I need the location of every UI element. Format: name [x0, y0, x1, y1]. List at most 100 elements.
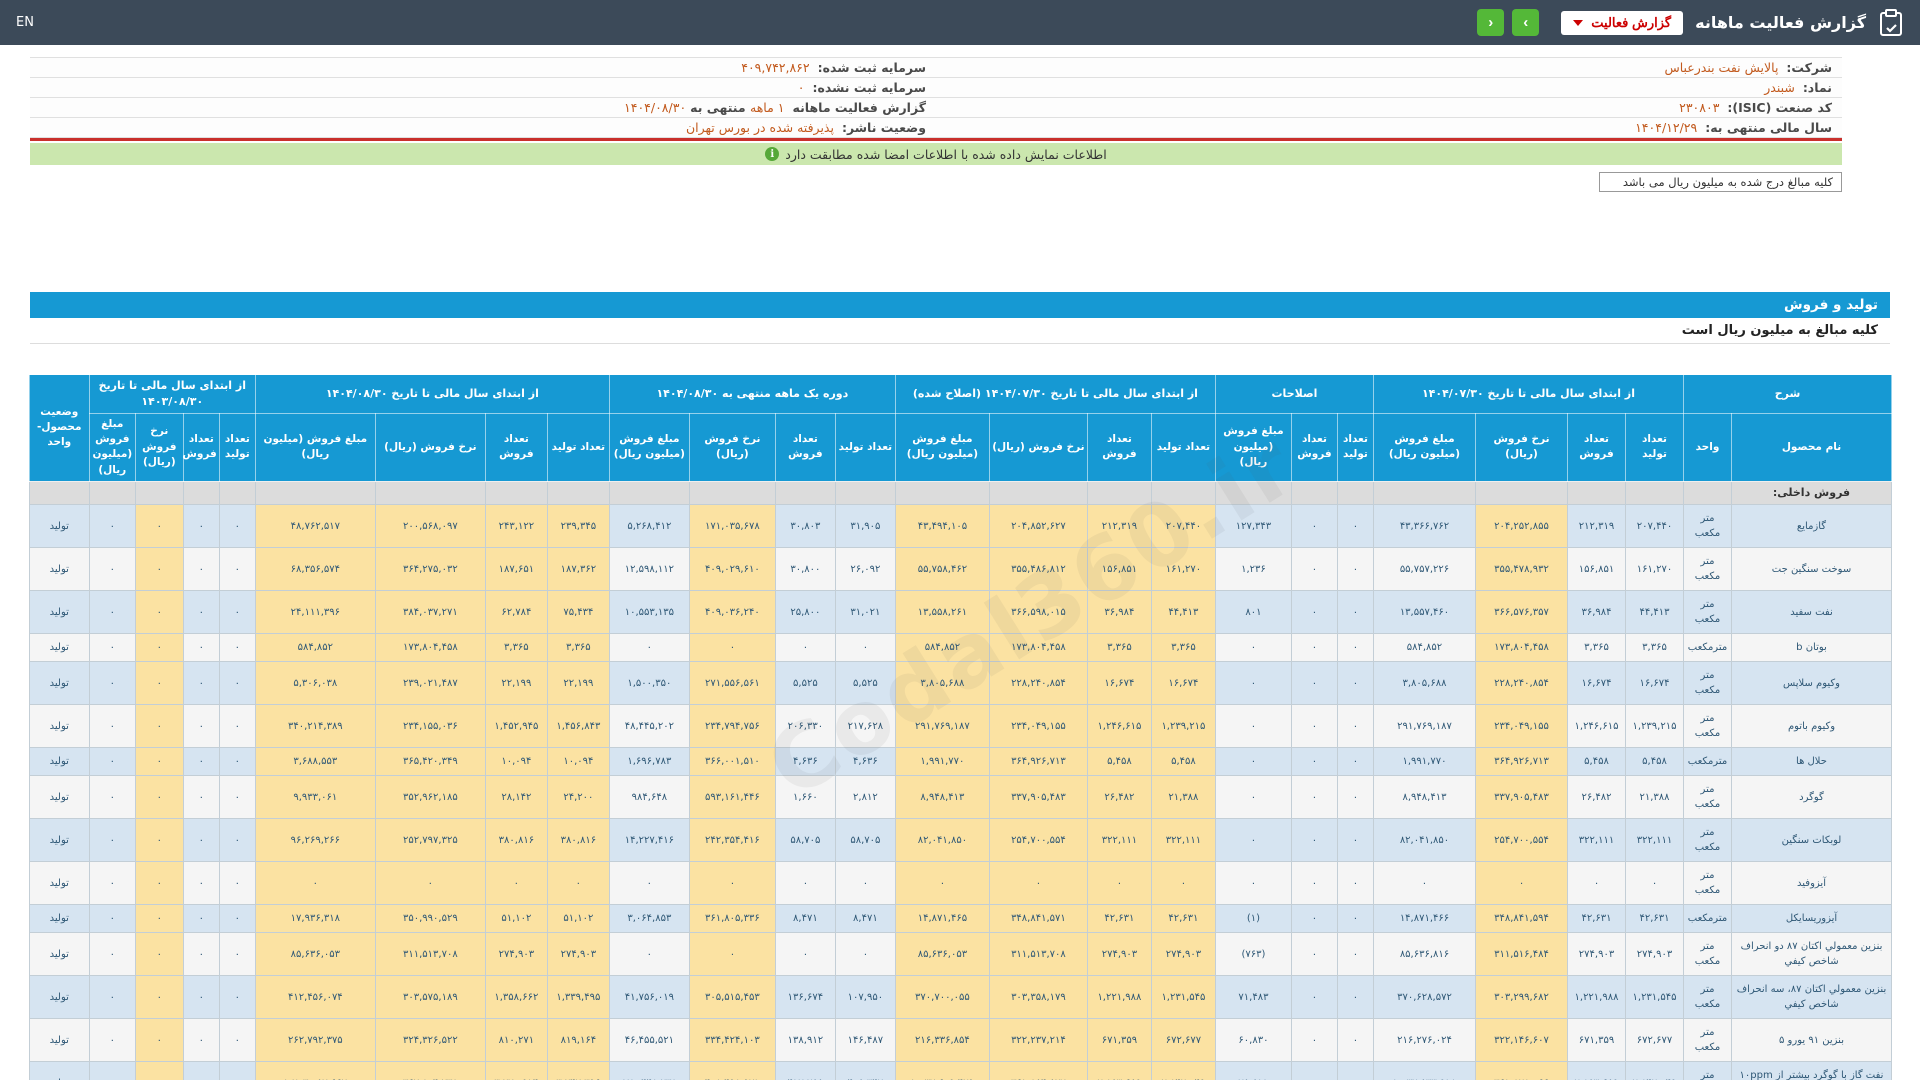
value-cell: ۳۶۶,۰۰۱,۵۱۰ — [689, 748, 775, 776]
table-row: آیزوفیدمتر مکعب۰۰۰۰۰۰۰۰۰۰۰۰۰۰۰۰۰۰۰۰۰۰۰تو… — [29, 862, 1891, 905]
value-cell: ۱,۲۳۹,۲۱۵ — [1151, 705, 1215, 748]
info-cell: سال مالی منتهی به: ۱۴۰۴/۱۲/۲۹ — [936, 118, 1842, 138]
unit-cell: متر مکعب — [1684, 1019, 1732, 1062]
nav-prev-button[interactable]: ‹ — [1477, 9, 1504, 36]
value-cell: ۲۴۳,۱۲۲ — [485, 505, 547, 548]
value-cell: ۱۷,۹۳۶,۳۱۸ — [255, 905, 375, 933]
value-cell: ۰ — [183, 1062, 219, 1080]
value-cell: ۳,۳۶۵ — [1087, 634, 1151, 662]
unit-cell: متر مکعب — [1684, 548, 1732, 591]
info-value: پذیرفته شده در بورس تهران — [686, 120, 842, 135]
section-row-cell — [485, 481, 547, 505]
table-row: گازمایعمتر مکعب۲۰۷,۴۴۰۲۱۲,۳۱۹۲۰۴,۲۵۲,۸۵۵… — [29, 505, 1891, 548]
value-cell: ۵۸۴,۸۵۲ — [255, 634, 375, 662]
value-cell: ۰ — [219, 819, 255, 862]
value-cell: (۱) — [1215, 905, 1291, 933]
value-cell: ۳۰۵,۵۱۵,۴۵۳ — [689, 976, 775, 1019]
value-cell: ۱۲,۵۹۸,۱۱۲ — [609, 548, 689, 591]
section-row-cell — [547, 481, 609, 505]
value-cell: ۰ — [183, 591, 219, 634]
status-cell: تولید — [29, 748, 89, 776]
product-name-cell: بنزین ۹۱ یورو ۵ — [1732, 1019, 1892, 1062]
value-cell: ۰ — [1215, 748, 1291, 776]
value-cell: ۱,۹۹۱,۷۷۰ — [895, 748, 989, 776]
value-cell: ۴۱,۷۵۶,۰۱۹ — [609, 976, 689, 1019]
value-cell: ۴,۶۳۶ — [775, 748, 835, 776]
value-cell: ۳۸۰,۸۱۶ — [485, 819, 547, 862]
value-cell: ۰ — [1291, 1062, 1337, 1080]
value-cell: ۰ — [183, 819, 219, 862]
value-cell: ۱۳۶,۶۷۴ — [775, 976, 835, 1019]
table-row: وکیوم باتوممتر مکعب۱,۲۳۹,۲۱۵۱,۲۴۶,۶۱۵۲۳۴… — [29, 705, 1891, 748]
info-cell: سرمایه ثبت نشده: ۰ — [30, 78, 936, 98]
value-cell: ۳۶۷,۸۰۴,۷۳۸ — [375, 1062, 485, 1080]
value-cell: ۱۶,۶۷۴ — [1087, 662, 1151, 705]
nav-next-button[interactable]: › — [1512, 9, 1539, 36]
value-cell: ۳۶۱,۸۰۵,۳۳۶ — [689, 905, 775, 933]
product-name-cell: وکیوم باتوم — [1732, 705, 1892, 748]
product-name-cell: سوخت سنگین جت — [1732, 548, 1892, 591]
value-cell: ۱,۳۳۹,۴۹۵ — [547, 976, 609, 1019]
value-cell: ۲۱۶,۳۳۶,۸۵۴ — [895, 1019, 989, 1062]
unit-cell: متر مکعب — [1684, 505, 1732, 548]
value-cell: ۲۲۸,۲۴۰,۸۵۴ — [1476, 662, 1568, 705]
column-header: مبلغ فروش (میلیون ریال) — [609, 413, 689, 481]
value-cell: ۰ — [1291, 976, 1337, 1019]
value-cell: ۵,۴۵۸ — [1087, 748, 1151, 776]
value-cell: ۱,۶۶۰ — [775, 776, 835, 819]
column-header: مبلغ فروش (میلیون ریال) — [89, 413, 135, 481]
value-cell: ۲۰۶,۳۳۰ — [775, 705, 835, 748]
value-cell: ۲۴,۱۱۱,۳۹۶ — [255, 591, 375, 634]
value-cell: ۱,۳۵۸,۶۶۲ — [485, 976, 547, 1019]
info-label: شرکت: — [1786, 60, 1832, 75]
product-name-cell: گوگرد — [1732, 776, 1892, 819]
value-cell: ۷۵,۴۳۴ — [547, 591, 609, 634]
value-cell: ۲۵,۸۰۰ — [775, 591, 835, 634]
value-cell: ۰ — [485, 862, 547, 905]
value-cell: ۳,۲۴۷,۳۹۶ — [547, 1062, 609, 1080]
value-cell: ۳,۳۶۵ — [485, 634, 547, 662]
value-cell: ۲۷۴,۹۰۳ — [1151, 933, 1215, 976]
section-row-cell — [775, 481, 835, 505]
section-row-cell — [1568, 481, 1626, 505]
value-cell: ۰ — [219, 634, 255, 662]
value-cell: ۰ — [689, 862, 775, 905]
section-row-cell — [895, 481, 989, 505]
column-header: تعداد فروش — [183, 413, 219, 481]
info-value: ۲۳۰۸۰۳ — [1679, 100, 1727, 115]
column-header: نرخ فروش (ریال) — [1476, 413, 1568, 481]
value-cell: ۴۲,۶۳۱ — [1151, 905, 1215, 933]
value-cell: ۰ — [1337, 662, 1373, 705]
value-cell: ۱,۲۴۶,۶۱۵ — [1087, 705, 1151, 748]
report-type-dropdown[interactable]: گزارش فعالیت — [1561, 11, 1683, 35]
column-header: تعداد فروش — [1087, 413, 1151, 481]
value-cell: ۳,۶۸۸,۵۵۳ — [255, 748, 375, 776]
value-cell: ۶۷۱,۳۵۹ — [1087, 1019, 1151, 1062]
column-group-header-row: شرحاز ابتدای سال مالی تا تاریخ ۱۴۰۴/۰۷/۳… — [29, 375, 1891, 414]
value-cell: ۰ — [135, 662, 183, 705]
production-sales-table-wrap: Codal360.ir شرحاز ابتدای سال مالی تا تار… — [30, 374, 1892, 1080]
value-cell: ۰ — [689, 933, 775, 976]
language-switch-en[interactable]: EN — [16, 15, 34, 30]
column-header: تعداد تولید — [1337, 413, 1373, 481]
product-name-cell: حلال ها — [1732, 748, 1892, 776]
column-header: تعداد تولید — [1151, 413, 1215, 481]
value-cell: ۰ — [1215, 662, 1291, 705]
value-cell: ۰ — [835, 933, 895, 976]
value-cell: ۳۵۵,۴۸۶,۸۱۲ — [989, 548, 1087, 591]
value-cell: ۴۱۷,۲۵۵ — [775, 1062, 835, 1080]
value-cell: ۲۵۴,۷۰۰,۵۵۴ — [989, 819, 1087, 862]
value-cell: ۰ — [989, 862, 1087, 905]
value-cell: ۰ — [219, 905, 255, 933]
value-cell: ۵۹۳,۱۶۱,۴۴۶ — [689, 776, 775, 819]
value-cell: ۰ — [219, 862, 255, 905]
status-cell: تولید — [29, 634, 89, 662]
production-sales-table: شرحاز ابتدای سال مالی تا تاریخ ۱۴۰۴/۰۷/۳… — [29, 374, 1892, 1080]
value-cell: ۸,۹۴۸,۴۱۳ — [895, 776, 989, 819]
value-cell: ۱۴,۸۷۱,۴۶۵ — [895, 905, 989, 933]
value-cell: ۱,۲۲۱,۹۸۸ — [1087, 976, 1151, 1019]
product-name-cell: گازمایع — [1732, 505, 1892, 548]
section-row-cell — [1337, 481, 1373, 505]
value-cell: ۰ — [183, 776, 219, 819]
unit-cell: متر مکعب — [1684, 976, 1732, 1019]
